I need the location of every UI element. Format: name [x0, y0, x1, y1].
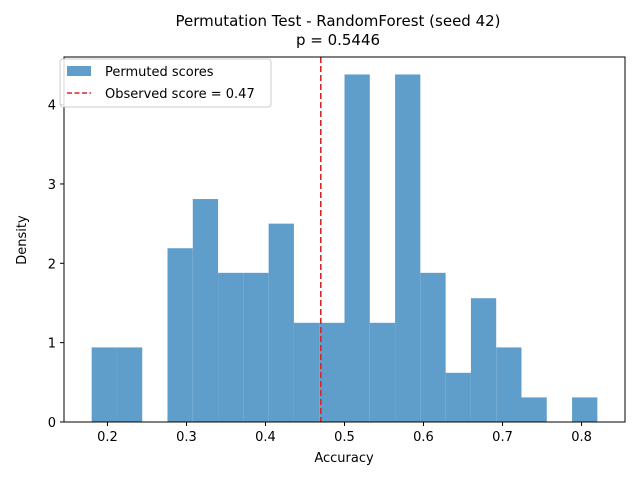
histogram-bar [243, 272, 269, 422]
histogram-bar [369, 322, 396, 422]
x-axis-label: Accuracy [314, 451, 374, 466]
legend-label-observed: Observed score = 0.47 [105, 87, 255, 102]
y-tick-label: 2 [48, 257, 56, 272]
x-tick-label: 0.5 [334, 430, 355, 445]
histogram-bar [167, 248, 193, 422]
x-tick-label: 0.8 [571, 430, 592, 445]
x-tick-label: 0.6 [413, 430, 434, 445]
legend-label-permuted: Permuted scores [105, 65, 214, 80]
chart-title: Permutation Test - RandomForest (seed 42… [175, 12, 500, 30]
histogram-bar [218, 272, 244, 422]
histogram-bar [293, 322, 320, 422]
histogram-bar [420, 272, 446, 422]
histogram-bar [496, 347, 522, 422]
histogram-bars [91, 74, 598, 423]
legend-swatch-permuted [67, 66, 91, 76]
histogram-bar [445, 372, 471, 422]
y-tick-label: 0 [48, 416, 56, 431]
histogram-bar [395, 74, 421, 423]
histogram-bar [470, 298, 497, 422]
x-tick-label: 0.3 [176, 430, 197, 445]
histogram-bar [344, 74, 370, 423]
y-tick-label: 1 [48, 337, 56, 352]
legend: Permuted scores Observed score = 0.47 [59, 58, 272, 108]
histogram-bar [91, 347, 117, 422]
x-axis-ticks: 0.2 0.3 0.4 0.5 0.6 0.7 0.8 [97, 422, 592, 445]
histogram-bar [268, 223, 294, 422]
histogram-bar [116, 347, 143, 422]
legend-box [59, 58, 272, 108]
y-axis-label: Density [15, 215, 30, 265]
x-tick-label: 0.4 [255, 430, 276, 445]
y-tick-label: 4 [48, 99, 56, 114]
histogram-bar [319, 322, 345, 422]
x-tick-label: 0.7 [492, 430, 513, 445]
chart-subtitle: p = 0.5446 [296, 31, 380, 49]
histogram-bar [192, 199, 219, 422]
histogram-bar [521, 397, 547, 422]
x-tick-label: 0.2 [97, 430, 118, 445]
y-tick-label: 3 [48, 178, 56, 193]
histogram-bar [572, 397, 598, 422]
